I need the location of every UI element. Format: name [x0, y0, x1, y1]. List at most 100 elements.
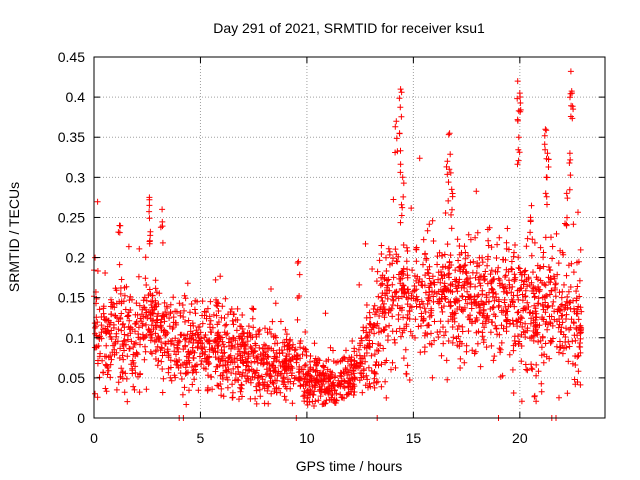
data-point — [140, 313, 147, 320]
data-point — [194, 298, 201, 305]
data-point — [317, 393, 324, 400]
data-point — [291, 347, 298, 354]
data-point — [390, 274, 397, 281]
data-point — [575, 209, 581, 216]
data-point — [281, 393, 288, 400]
data-point — [212, 368, 219, 375]
data-point — [183, 370, 190, 376]
data-point — [465, 252, 471, 259]
data-point — [565, 288, 572, 295]
data-point — [469, 320, 475, 327]
data-point — [400, 242, 407, 248]
data-point — [176, 300, 183, 307]
data-point — [487, 271, 494, 278]
data-point — [517, 319, 524, 326]
data-point — [479, 291, 486, 298]
data-point — [234, 305, 241, 312]
data-point — [152, 285, 159, 292]
data-point — [487, 329, 494, 336]
data-point — [142, 254, 149, 261]
data-point — [210, 311, 217, 318]
data-point — [543, 353, 550, 360]
data-point — [327, 368, 334, 375]
data-point — [142, 275, 149, 282]
data-point — [108, 327, 115, 334]
data-point — [94, 319, 101, 326]
data-point — [392, 246, 399, 253]
data-point — [149, 318, 156, 325]
data-point — [562, 334, 569, 340]
data-point — [383, 254, 389, 261]
data-point — [141, 294, 148, 301]
data-point — [515, 309, 522, 315]
data-point — [488, 267, 495, 274]
data-point — [564, 293, 571, 300]
data-point — [438, 252, 445, 259]
data-point — [505, 246, 512, 253]
data-point — [572, 362, 579, 368]
data-point — [522, 361, 529, 368]
data-point — [103, 362, 109, 369]
data-point — [251, 347, 258, 354]
data-point — [525, 274, 532, 281]
data-point — [316, 357, 323, 364]
data-point — [444, 376, 451, 383]
data-point — [577, 344, 584, 350]
data-point — [180, 314, 187, 320]
data-point — [112, 339, 119, 345]
data-point — [544, 201, 550, 208]
data-point — [208, 374, 215, 381]
data-point — [440, 324, 446, 331]
data-point — [138, 311, 145, 318]
data-point — [430, 238, 437, 244]
data-point — [495, 275, 502, 282]
data-point — [399, 268, 406, 275]
data-point — [300, 393, 307, 400]
data-point — [374, 378, 381, 385]
data-point — [390, 255, 396, 262]
data-point — [391, 336, 398, 343]
data-point — [115, 318, 122, 325]
data-point — [425, 270, 432, 277]
data-point — [370, 324, 377, 331]
data-point — [572, 337, 579, 344]
data-point — [195, 387, 202, 394]
data-point — [238, 381, 245, 388]
data-point — [94, 268, 101, 274]
data-point — [365, 364, 372, 371]
data-point — [111, 304, 118, 311]
data-point — [153, 324, 160, 331]
data-point — [577, 304, 584, 311]
data-point — [104, 323, 111, 330]
data-point — [485, 237, 492, 244]
data-point — [524, 235, 531, 242]
data-point — [304, 398, 310, 405]
data-point — [413, 258, 420, 265]
data-point — [397, 147, 404, 154]
data-point — [476, 274, 483, 281]
data-point — [285, 342, 291, 349]
data-point — [310, 392, 317, 398]
data-point — [522, 320, 529, 327]
data-point — [565, 338, 572, 345]
data-point — [320, 363, 327, 370]
data-point — [423, 255, 430, 262]
data-point — [143, 386, 150, 393]
data-point — [546, 313, 553, 320]
data-point — [185, 348, 192, 355]
data-point — [456, 297, 463, 304]
data-point — [573, 288, 580, 295]
data-point — [547, 275, 554, 282]
data-point — [478, 273, 485, 280]
data-point — [513, 317, 520, 324]
data-point — [284, 376, 291, 383]
data-point — [252, 340, 259, 347]
data-point — [463, 348, 470, 355]
data-point — [221, 329, 228, 336]
data-point — [551, 308, 558, 315]
data-point — [171, 348, 178, 355]
data-point — [356, 377, 363, 384]
data-point — [207, 324, 213, 331]
data-point — [245, 367, 251, 374]
data-point — [421, 282, 428, 289]
